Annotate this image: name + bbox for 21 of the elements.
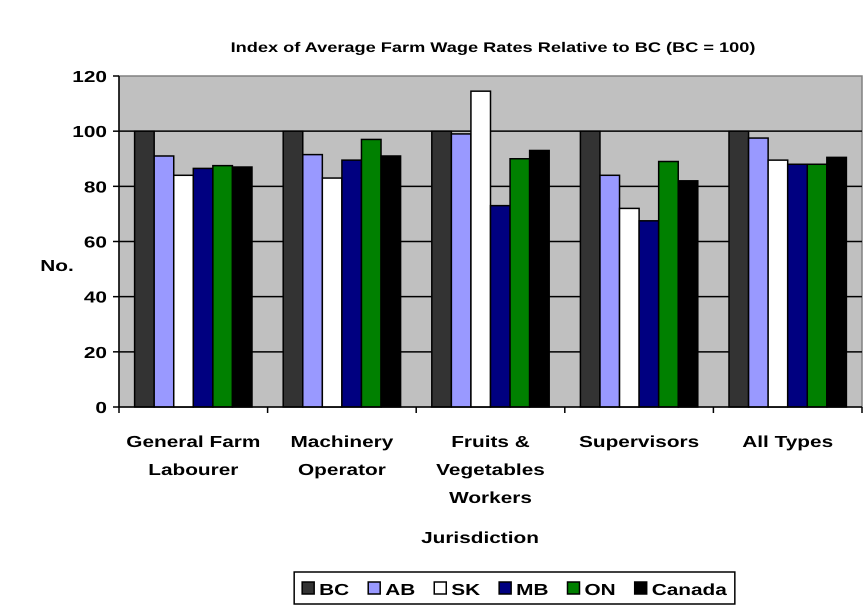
y-tick-label: 40 [84,288,107,306]
y-tick-label: 80 [84,178,107,196]
legend-label: AB [385,580,416,598]
legend-label: MB [516,580,548,598]
legend-label: SK [451,580,481,598]
x-tick-label: Fruits & Vegetables Workers [436,432,545,506]
y-tick-label: 120 [72,67,107,86]
y-tick-label: 0 [95,398,107,416]
y-tick-label: 20 [84,343,107,362]
y-tick-label: 60 [84,232,107,251]
legend-label: BC [319,580,350,598]
y-tick-label: 100 [72,122,107,141]
x-tick-label: All Types [742,432,834,450]
x-tick-label: Machinery Operator [290,432,394,478]
x-tick-label: General Farm Labourer [126,432,260,478]
legend-label: Canada [652,580,728,598]
x-tick-label: Supervisors [579,432,700,450]
x-axis-title: Jurisdiction [421,528,539,546]
y-axis-title: No. [40,256,74,274]
legend-label: ON [584,580,616,598]
chart-title: Index of Average Farm Wage Rates Relative to BC (BC = 100) [230,40,756,56]
